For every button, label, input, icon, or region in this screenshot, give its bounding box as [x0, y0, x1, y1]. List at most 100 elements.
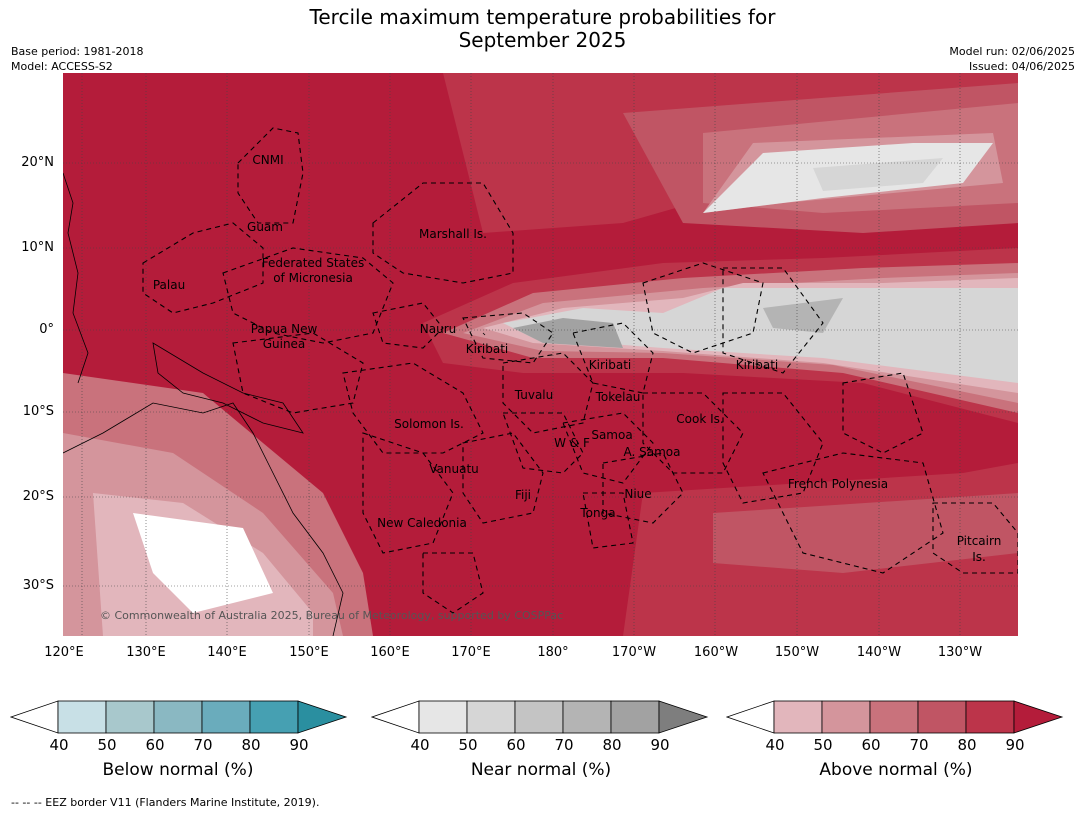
label-vanuatu: Vanuatu	[429, 462, 479, 476]
colorbar-swatch	[249, 700, 299, 734]
graticule	[63, 73, 1018, 636]
colorbar-above-swatches	[726, 700, 1064, 734]
lat-label-0: 0°	[39, 322, 54, 337]
tick-above-70: 70	[909, 736, 929, 754]
label-asamoa: A. Samoa	[623, 445, 681, 459]
colorbar-high-extension	[297, 700, 348, 734]
lat-label-10s: 10°S	[22, 404, 54, 419]
tick-below-50: 50	[97, 736, 117, 754]
lon-label-170e: 170°E	[451, 645, 491, 660]
tick-near-90: 90	[650, 736, 670, 754]
tick-below-70: 70	[193, 736, 213, 754]
lon-label-170w: 170°W	[611, 645, 657, 660]
label-solomon: Solomon Is.	[394, 417, 464, 431]
tick-near-50: 50	[458, 736, 478, 754]
colorbar-swatch	[201, 700, 251, 734]
colorbar-low-extension	[10, 700, 59, 734]
label-new-caledonia: New Caledonia	[377, 516, 467, 530]
meta-right: Model run: 02/06/2025 Issued: 04/06/2025	[949, 44, 1075, 74]
colorbar-high-extension	[1013, 700, 1064, 734]
eez-footnote: -- -- -- EEZ border V11 (Flanders Marine…	[11, 796, 320, 809]
colorbar-swatch	[821, 700, 871, 734]
label-nauru: Nauru	[419, 322, 457, 336]
label-kiribati-e: Kiribati	[735, 358, 779, 372]
ne-near-normal-inner	[813, 158, 943, 191]
label-palau: Palau	[152, 278, 186, 292]
colorbar-below-normal	[10, 700, 348, 734]
colorbar-above-normal	[726, 700, 1064, 734]
probability-map: CNMI Guam Marshall Is. Federated States …	[63, 73, 1018, 636]
model-run: Model run: 02/06/2025	[949, 45, 1075, 58]
lon-label-150w: 150°W	[774, 645, 820, 660]
colorbar-swatch	[562, 700, 612, 734]
label-kiribati-w: Kiribati	[465, 342, 509, 356]
map-title: Tercile maximum temperature probabilitie…	[0, 6, 1085, 52]
title-line-1: Tercile maximum temperature probabilitie…	[309, 5, 776, 29]
tick-above-40: 40	[765, 736, 785, 754]
se-band-70	[713, 493, 1018, 573]
label-kiribati-c: Kiribati	[588, 358, 632, 372]
label-french-polynesia: French Polynesia	[787, 477, 889, 491]
colorbar-swatch	[965, 700, 1015, 734]
model-name: Model: ACCESS-S2	[11, 60, 113, 73]
tick-near-70: 70	[554, 736, 574, 754]
colorbar-swatch	[917, 700, 967, 734]
colorbar-high-extension	[658, 700, 709, 734]
tick-above-80: 80	[957, 736, 977, 754]
label-png-2: Guinea	[262, 337, 306, 351]
lon-label-130e: 130°E	[126, 645, 166, 660]
title-line-2: September 2025	[458, 28, 627, 52]
label-marshall: Marshall Is.	[419, 227, 487, 241]
colorbar-swatch	[418, 700, 468, 734]
colorbar-low-extension	[726, 700, 775, 734]
sw-white-patch	[133, 513, 273, 613]
tick-above-90: 90	[1005, 736, 1025, 754]
label-cnmi: CNMI	[252, 153, 284, 167]
lat-label-20n: 20°N	[21, 155, 54, 170]
tick-below-90: 90	[289, 736, 309, 754]
label-pitcairn-1: Pitcairn	[956, 534, 1002, 548]
tick-near-80: 80	[602, 736, 622, 754]
label-guam: Guam	[247, 220, 283, 234]
lon-label-160w: 160°W	[693, 645, 739, 660]
lon-label-140e: 140°E	[207, 645, 247, 660]
issued-date: Issued: 04/06/2025	[968, 60, 1075, 73]
colorbar-above-title: Above normal (%)	[819, 760, 973, 780]
lon-label-150e: 150°E	[289, 645, 329, 660]
label-cook: Cook Is.	[676, 412, 724, 426]
colorbar-near-swatches	[371, 700, 709, 734]
eez-borders	[142, 127, 1018, 614]
label-wf: W & F	[554, 436, 590, 450]
coastlines	[63, 172, 486, 636]
map-svg	[63, 73, 1018, 636]
tick-above-60: 60	[861, 736, 881, 754]
colorbar-near-normal	[371, 700, 709, 734]
lon-label-140w: 140°W	[856, 645, 902, 660]
meta-left: Base period: 1981-2018 Model: ACCESS-S2	[11, 44, 143, 74]
colorbar-swatch	[773, 700, 823, 734]
lon-label-180: 180°	[537, 645, 569, 660]
colorbar-near-title: Near normal (%)	[470, 760, 612, 780]
label-tonga: Tonga	[580, 506, 616, 520]
colorbar-swatch	[466, 700, 516, 734]
tick-below-60: 60	[145, 736, 165, 754]
tick-near-60: 60	[506, 736, 526, 754]
lat-label-20s: 20°S	[22, 489, 54, 504]
label-niue: Niue	[624, 487, 652, 501]
label-tuvalu: Tuvalu	[514, 388, 554, 402]
lon-label-130w: 130°W	[937, 645, 983, 660]
eq-near-normal-70	[513, 318, 623, 348]
colorbar-swatch	[869, 700, 919, 734]
label-fsm-2: of Micronesia	[273, 271, 353, 285]
colorbar-swatch	[153, 700, 203, 734]
colorbar-below-title: Below normal (%)	[102, 760, 254, 780]
label-tokelau: Tokelau	[595, 390, 641, 404]
colorbar-swatch	[610, 700, 660, 734]
tick-below-40: 40	[49, 736, 69, 754]
base-period: Base period: 1981-2018	[11, 45, 144, 58]
lat-label-30s: 30°S	[22, 578, 54, 593]
colorbar-swatch	[57, 700, 107, 734]
colorbar-swatch	[514, 700, 564, 734]
lon-label-120e: 120°E	[44, 645, 84, 660]
label-png-1: Papua New	[250, 322, 318, 336]
